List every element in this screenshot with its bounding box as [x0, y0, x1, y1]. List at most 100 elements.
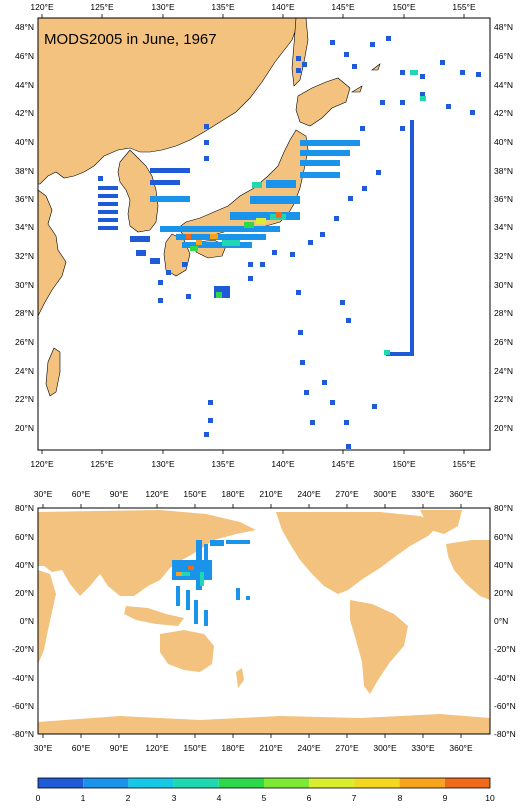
regional-frame [37, 17, 491, 451]
colorbar-labels: 0 1 2 3 4 5 6 7 8 9 10 [36, 793, 495, 803]
lat-label: 20°N [15, 423, 34, 433]
colorbar-cell [218, 778, 264, 788]
lon-label: 120°E [145, 743, 169, 753]
lat-label: 20°N [494, 588, 513, 598]
lon-label: 140°E [271, 459, 295, 469]
australia [160, 630, 214, 672]
lat-label: 36°N [494, 194, 513, 204]
lat-label: 24°N [15, 366, 34, 376]
lat-label: 80°N [494, 503, 513, 513]
lat-label: 26°N [15, 337, 34, 347]
lon-label: 300°E [373, 743, 397, 753]
colorbar-cells [38, 778, 490, 788]
lon-label: 150°E [392, 2, 416, 12]
lat-label: 24°N [494, 366, 513, 376]
lat-label: 80°N [15, 503, 34, 513]
lon-label: 330°E [411, 743, 435, 753]
new-zealand [236, 668, 244, 688]
colorbar-cell [309, 778, 355, 788]
colorbar-cell [173, 778, 219, 788]
observation-points-regional [98, 36, 481, 449]
lat-label: 40°N [15, 560, 34, 570]
lon-label: 120°E [30, 2, 54, 12]
lon-label: 30°E [34, 743, 53, 753]
global-ticks [42, 504, 462, 738]
lat-label: 40°N [494, 137, 513, 147]
colorbar-cell [399, 778, 445, 788]
lon-label: 30°E [34, 489, 53, 499]
lon-label: 90°E [110, 489, 129, 499]
lat-label: 46°N [15, 51, 34, 61]
lat-label: 40°N [494, 560, 513, 570]
lat-label: 30°N [494, 280, 513, 290]
lat-label: -80°N [494, 729, 516, 739]
china-coast [37, 189, 67, 317]
lat-label: 34°N [15, 222, 34, 232]
lat-label: 42°N [15, 108, 34, 118]
lat-label: 48°N [15, 22, 34, 32]
lon-label: 270°E [335, 489, 359, 499]
lat-label: 22°N [15, 394, 34, 404]
colorbar-label: 5 [262, 793, 267, 803]
lon-label: 210°E [259, 743, 283, 753]
lon-label: 240°E [297, 489, 321, 499]
colorbar-label: 9 [443, 793, 448, 803]
lat-label: 42°N [494, 108, 513, 118]
colorbar-label: 3 [172, 793, 177, 803]
lat-label: 44°N [494, 80, 513, 90]
lon-label: 150°E [392, 459, 416, 469]
lon-label: 120°E [30, 459, 54, 469]
lon-label: 150°E [183, 743, 207, 753]
colorbar-label: 2 [126, 793, 131, 803]
africa [38, 570, 56, 664]
lat-label: 46°N [494, 51, 513, 61]
lon-label: 155°E [452, 2, 476, 12]
global-lon-labels-bottom: 30°E 60°E 90°E 120°E 150°E 180°E 210°E 2… [34, 743, 473, 753]
colorbar-cell [128, 778, 174, 788]
colorbar-cell [354, 778, 400, 788]
greenland [420, 510, 462, 534]
regional-lat-labels-left: 48°N 46°N 44°N 42°N 40°N 38°N 36°N 34°N … [15, 22, 34, 433]
lat-label: -20°N [494, 644, 516, 654]
lon-label: 120°E [145, 489, 169, 499]
lat-label: -40°N [494, 673, 516, 683]
lat-label: 32°N [494, 251, 513, 261]
lon-label: 180°E [221, 489, 245, 499]
lat-label: 34°N [494, 222, 513, 232]
global-frame [37, 507, 491, 735]
south-america [350, 600, 408, 694]
lat-label: 26°N [494, 337, 513, 347]
lat-label: 30°N [15, 280, 34, 290]
mainland-asia [37, 17, 301, 185]
colorbar-label: 6 [307, 793, 312, 803]
lat-label: -60°N [494, 701, 516, 711]
lat-label: 36°N [15, 194, 34, 204]
lon-label: 60°E [72, 489, 91, 499]
lon-label: 330°E [411, 489, 435, 499]
lon-label: 145°E [331, 2, 355, 12]
lon-label: 135°E [211, 459, 235, 469]
lon-label: 125°E [90, 459, 114, 469]
lat-label: 60°N [494, 532, 513, 542]
lat-label: -40°N [12, 673, 34, 683]
lat-label: 38°N [15, 166, 34, 176]
antarctica [38, 714, 490, 734]
regional-map: 120°E 125°E 130°E 135°E 140°E 145°E 150°… [15, 2, 513, 469]
north-america [276, 512, 440, 594]
map-title: MODS2005 in June, 1967 [44, 31, 217, 48]
lon-label: 130°E [151, 459, 175, 469]
lat-label: 48°N [494, 22, 513, 32]
kuril-islands [350, 63, 381, 93]
colorbar-label: 7 [352, 793, 357, 803]
colorbar-frame [37, 777, 491, 789]
lon-label: 210°E [259, 489, 283, 499]
colorbar-label: 4 [217, 793, 222, 803]
colorbar-label: 10 [485, 793, 495, 803]
lon-label: 300°E [373, 489, 397, 499]
observation-points-global [172, 540, 250, 626]
global-lon-labels-top: 30°E 60°E 90°E 120°E 150°E 180°E 210°E 2… [34, 489, 473, 499]
indonesia [124, 606, 184, 626]
global-map: 30°E 60°E 90°E 120°E 150°E 180°E 210°E 2… [12, 489, 516, 753]
regional-lon-labels-bottom: 120°E 125°E 130°E 135°E 140°E 145°E 150°… [30, 459, 476, 469]
lat-label: 44°N [15, 80, 34, 90]
